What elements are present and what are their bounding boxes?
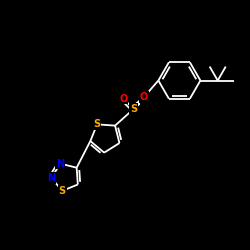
Text: N: N — [56, 158, 64, 168]
Text: O: O — [141, 94, 149, 104]
Text: O: O — [119, 94, 128, 104]
Text: S: S — [94, 119, 101, 129]
Text: S: S — [130, 104, 137, 114]
Text: O: O — [140, 92, 148, 102]
Text: S: S — [59, 186, 66, 196]
Text: N: N — [47, 173, 56, 183]
